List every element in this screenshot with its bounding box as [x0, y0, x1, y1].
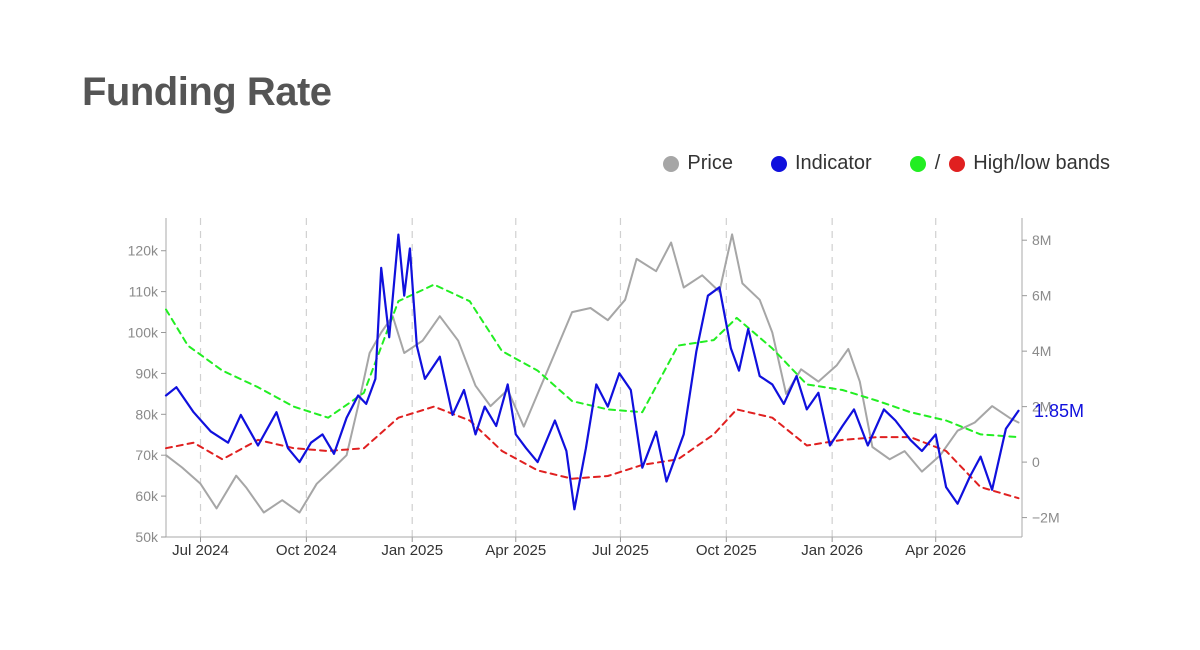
y-right-tick-label: 6M	[1032, 288, 1051, 304]
y-left-tick-label: 100k	[128, 325, 159, 341]
y-left-tick-label: 70k	[135, 447, 159, 463]
x-tick-label: Jan 2025	[381, 542, 443, 559]
legend-item-indicator: Indicator	[770, 152, 872, 175]
legend-indicator-label: Indicator	[794, 152, 872, 174]
x-tick-label: Jul 2024	[172, 542, 229, 559]
x-tick-label: Oct 2025	[696, 542, 757, 559]
high-band-legend-dot	[909, 155, 926, 172]
indicator-series-line	[164, 233, 1020, 511]
y-left-tick-label: 90k	[135, 365, 159, 381]
legend-item-bands: / High/low bands	[909, 152, 1110, 175]
low-band-series-line	[165, 405, 1020, 500]
chart-legend: Price Indicator / High/low bands	[663, 152, 1110, 175]
indicator-last-value-label: 1.85M	[1034, 401, 1084, 421]
y-left-tick-label: 80k	[135, 406, 159, 422]
x-tick-label: Oct 2024	[276, 542, 337, 559]
x-tick-label: Apr 2026	[905, 542, 966, 559]
legend-price-label: Price	[687, 152, 733, 174]
y-left-tick-label: 120k	[128, 243, 159, 259]
y-right-tick-label: 4M	[1032, 343, 1051, 359]
y-right-tick-label: 0	[1032, 454, 1040, 470]
y-right-tick-label: 8M	[1032, 232, 1051, 248]
price-legend-dot	[663, 155, 680, 172]
legend-bands-label: High/low bands	[973, 152, 1110, 174]
y-left-tick-label: 50k	[135, 529, 159, 545]
legend-bands-separator: /	[934, 152, 941, 174]
x-tick-label: Jan 2026	[801, 542, 863, 559]
low-band-legend-dot	[949, 155, 966, 172]
y-left-tick-label: 60k	[135, 488, 159, 504]
price-series-line	[165, 233, 1020, 514]
y-right-tick-label: −2M	[1032, 510, 1060, 526]
high-band-series-line	[165, 283, 1020, 439]
y-left-tick-label: 110k	[129, 284, 159, 300]
page-title: Funding Rate	[82, 70, 332, 114]
y-right-tick-label: 2M	[1032, 399, 1051, 415]
indicator-legend-dot	[770, 155, 787, 172]
legend-item-price: Price	[663, 152, 733, 175]
x-tick-label: Jul 2025	[592, 542, 649, 559]
x-tick-label: Apr 2025	[485, 542, 546, 559]
